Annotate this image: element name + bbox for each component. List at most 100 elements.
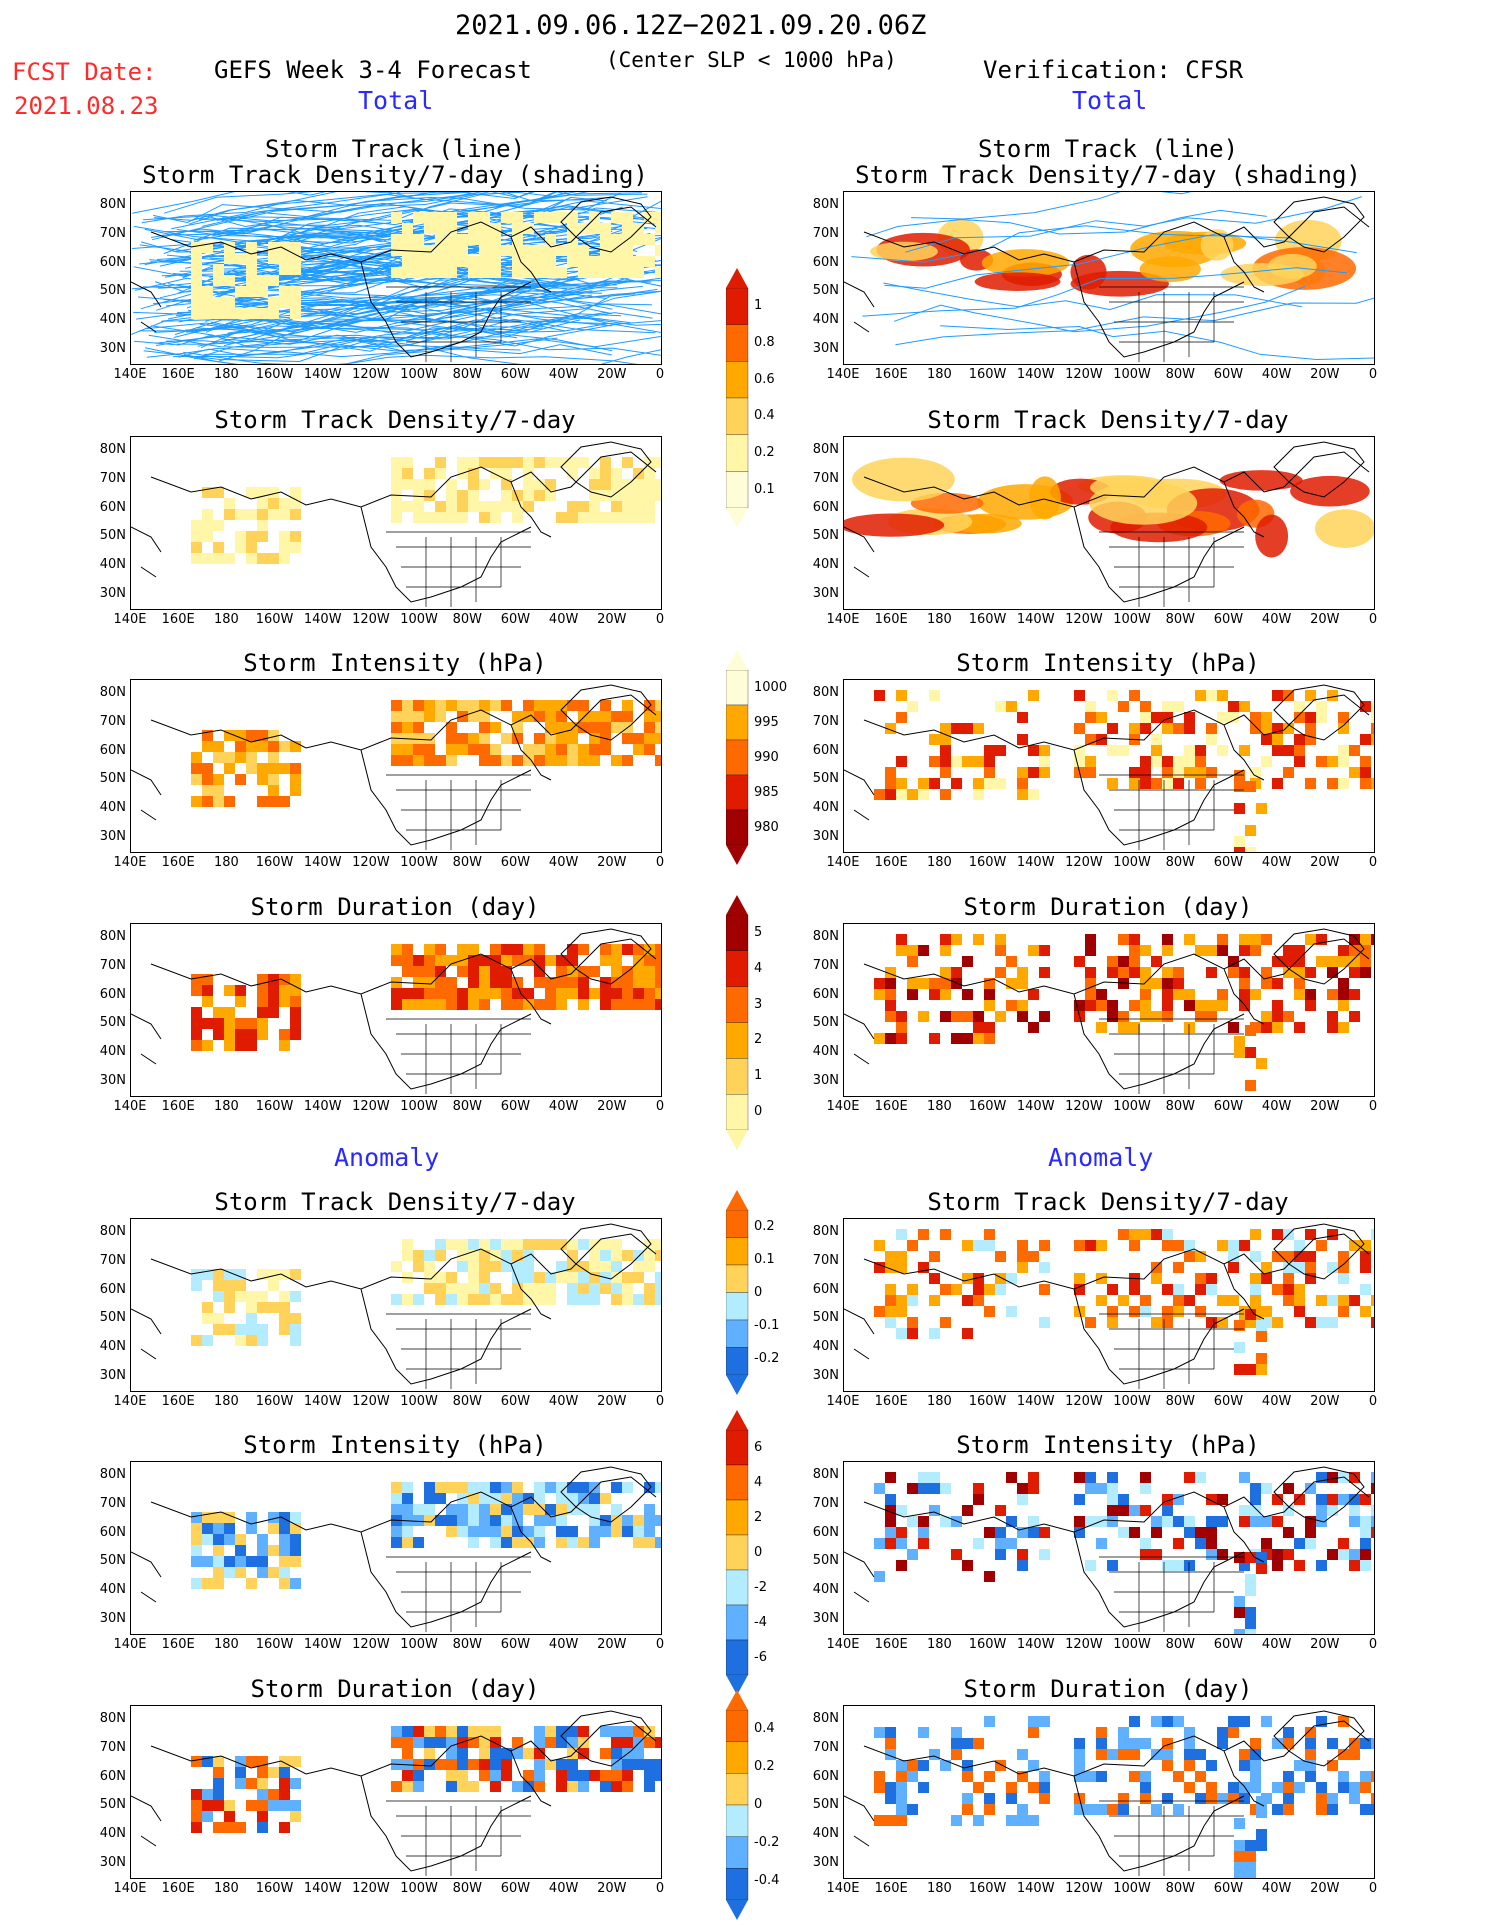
grid-cell <box>644 1737 655 1748</box>
grid-cell <box>655 1537 661 1548</box>
panel-title: Storm Track Density/7-day <box>214 1188 576 1216</box>
grid-cell <box>556 1261 567 1272</box>
grid-cell <box>391 1726 402 1737</box>
grid-cell <box>1316 1804 1327 1815</box>
grid-cell <box>973 1295 984 1306</box>
grid-cell <box>1195 1284 1206 1295</box>
grid-cell <box>490 700 501 711</box>
coastline <box>131 196 657 358</box>
grid-cell <box>918 1527 929 1538</box>
grid-cell <box>435 1272 446 1283</box>
grid-cell <box>600 944 611 955</box>
grid-cell <box>235 1291 246 1302</box>
grid-cell <box>1283 1295 1294 1306</box>
grid-cell <box>1162 1240 1173 1251</box>
grid-cell <box>622 245 633 256</box>
grid-cell <box>896 934 907 945</box>
grid-cell <box>885 1782 896 1793</box>
lon-label: 120W <box>1065 367 1103 382</box>
grid-cell <box>1028 745 1039 756</box>
grid-cell <box>246 253 257 264</box>
lat-label: 30N <box>99 1610 126 1626</box>
grid-cell <box>468 1759 479 1770</box>
grid-cell <box>191 553 202 564</box>
lon-label: 160W <box>255 1394 294 1409</box>
grid-cell <box>468 1294 479 1305</box>
grid-cell <box>424 468 435 479</box>
colorbar-label: 5 <box>754 924 763 940</box>
grid-cell <box>446 1781 457 1792</box>
grid-cell <box>885 1295 896 1306</box>
grid-cell <box>534 1726 545 1737</box>
grid-cell <box>1162 1011 1173 1022</box>
grid-cell <box>523 1526 534 1537</box>
lon-label: 40W <box>1261 1394 1292 1409</box>
grid-cell <box>545 1272 556 1283</box>
lat-label: 50N <box>99 1310 126 1326</box>
grid-cell <box>512 1493 523 1504</box>
grid-cell <box>622 212 633 223</box>
lat-label: 50N <box>812 771 839 787</box>
grid-cell <box>468 955 479 966</box>
grid-cell <box>268 509 279 520</box>
coastline <box>131 441 657 603</box>
grid-cell <box>512 1239 523 1250</box>
grid-cell <box>246 763 257 774</box>
grid-cell <box>501 733 512 744</box>
grid-cell <box>1294 745 1305 756</box>
grid-cell <box>1195 767 1206 778</box>
grid-cell <box>446 1737 457 1748</box>
grid-cell <box>1245 1607 1256 1618</box>
grid-cell <box>1305 778 1316 789</box>
grid-cell <box>457 1515 468 1526</box>
grid-cell <box>600 1781 611 1792</box>
grid-cell <box>1017 789 1028 800</box>
grid-cell <box>929 756 940 767</box>
grid-cell <box>973 1538 984 1549</box>
grid-cell <box>1250 712 1261 723</box>
grid-cell <box>1338 1771 1349 1782</box>
grid-cell <box>235 730 246 741</box>
lon-label: 160E <box>161 855 195 870</box>
grid-cell <box>1316 1494 1327 1505</box>
grid-cell <box>268 1767 279 1778</box>
grid-cell <box>885 1527 896 1538</box>
map-shading <box>874 690 1374 852</box>
grid-cell <box>633 1748 644 1759</box>
grid-cell <box>578 256 589 267</box>
anomaly-label-right: Anomaly <box>1048 1143 1154 1172</box>
grid-cell <box>655 267 661 278</box>
grid-cell <box>1129 1505 1140 1516</box>
grid-cell <box>213 1800 224 1811</box>
lon-label: 160E <box>161 612 195 627</box>
lon-label: 140W <box>303 1637 342 1652</box>
grid-cell <box>213 1534 224 1545</box>
grid-cell <box>1151 1262 1162 1273</box>
grid-cell <box>885 967 896 978</box>
grid-cell <box>435 267 446 278</box>
map-panel <box>843 923 1375 1097</box>
grid-cell <box>279 297 290 308</box>
grid-cell <box>1316 1295 1327 1306</box>
grid-cell <box>1217 1494 1228 1505</box>
grid-cell <box>246 1756 257 1767</box>
grid-cell <box>1017 978 1028 989</box>
lon-label: 60W <box>500 367 531 382</box>
grid-cell <box>611 1748 622 1759</box>
grid-cell <box>246 1512 257 1523</box>
grid-cell <box>279 509 290 520</box>
grid-cell <box>191 1534 202 1545</box>
colorbar-segment <box>726 809 749 846</box>
grid-cell <box>918 1727 929 1738</box>
grid-cell <box>1184 1527 1195 1538</box>
grid-cell <box>1107 778 1118 789</box>
grid-cell <box>1261 967 1272 978</box>
panel-title: Storm Track Density/7-day (shading) <box>142 161 648 189</box>
grid-cell <box>1118 1494 1129 1505</box>
lat-label: 70N <box>812 226 839 241</box>
grid-cell <box>600 256 611 267</box>
grid-cell <box>1162 723 1173 734</box>
grid-cell <box>567 1272 578 1283</box>
grid-cell <box>1371 723 1374 734</box>
map-shading <box>874 934 1374 1091</box>
